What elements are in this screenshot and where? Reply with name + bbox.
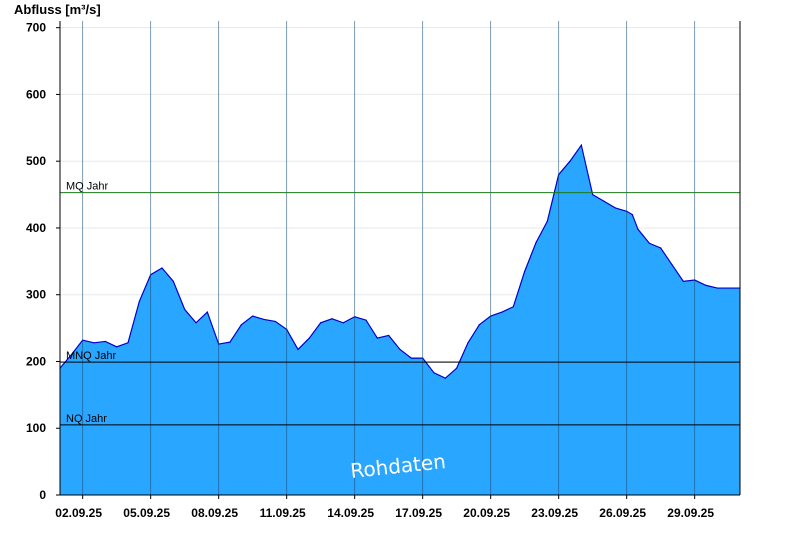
x-tick-label-0: 02.09.25 [55, 506, 102, 520]
data-point-40 [512, 306, 514, 308]
data-point-16 [240, 324, 242, 326]
y-tick-label-400: 400 [26, 221, 46, 235]
data-point-35 [456, 367, 458, 369]
data-point-17 [252, 315, 254, 317]
data-point-25 [342, 322, 344, 324]
reference-lines: MQ Jahr MNQ Jahr NQ Jahr [60, 181, 740, 426]
refline-label-1: MNQ Jahr [66, 350, 116, 362]
data-point-60 [728, 287, 730, 289]
data-point-6 [127, 342, 129, 344]
data-point-19 [274, 320, 276, 323]
data-point-51 [631, 214, 633, 216]
data-point-41 [524, 270, 526, 272]
data-point-18 [263, 318, 265, 321]
data-point-31 [410, 357, 412, 359]
data-point-58 [705, 284, 707, 286]
data-point-55 [671, 264, 673, 266]
data-point-37 [478, 324, 480, 326]
x-tick-label-1: 05.09.25 [123, 506, 170, 520]
discharge-area [59, 143, 741, 496]
x-tick-label-2: 08.09.25 [191, 506, 238, 520]
data-point-9 [161, 267, 163, 269]
data-point-11 [184, 308, 186, 311]
y-tick-label-200: 200 [26, 354, 46, 368]
data-point-23 [320, 322, 322, 324]
y-tick-labels: 0 100 200 300 400 500 600 700 [26, 21, 60, 502]
data-point-30 [399, 348, 401, 351]
discharge-series-line [59, 143, 740, 379]
data-point-43 [546, 220, 548, 222]
data-point-29 [388, 334, 390, 337]
y-axis-label: Abfluss [m³/s] [14, 2, 101, 17]
x-tick-label-3: 11.09.25 [260, 506, 306, 520]
x-tick-label-7: 23.09.25 [531, 506, 578, 520]
x-tick-label-4: 14.09.25 [327, 506, 374, 520]
data-point-47 [592, 193, 594, 196]
data-point-5 [116, 346, 118, 348]
data-point-49 [614, 207, 616, 209]
data-point-12 [195, 322, 197, 324]
data-point-4 [104, 340, 106, 343]
data-point-7 [138, 300, 140, 302]
data-point-24 [331, 318, 333, 320]
data-point-33 [433, 372, 435, 374]
y-tick-label-0: 0 [39, 488, 46, 502]
data-point-56 [682, 280, 684, 282]
y-tick-label-700: 700 [26, 21, 46, 35]
data-point-21 [297, 348, 299, 351]
data-point-34 [444, 377, 446, 379]
vertical-gridlines [82, 21, 696, 495]
refline-label-0: MQ Jahr [66, 181, 109, 193]
data-point-27 [365, 319, 367, 321]
discharge-area-fill [60, 145, 740, 496]
data-point-10 [172, 280, 174, 282]
y-tick-label-500: 500 [26, 154, 46, 168]
refline-label-2: NQ Jahr [66, 413, 107, 425]
x-tick-label-6: 20.09.25 [463, 506, 510, 520]
data-point-59 [716, 287, 718, 289]
data-point-15 [229, 341, 231, 343]
y-tick-label-300: 300 [26, 288, 46, 302]
data-point-46 [580, 144, 582, 146]
data-point-36 [467, 342, 469, 344]
data-point-22 [308, 337, 310, 339]
data-point-39 [501, 311, 503, 313]
data-point-48 [603, 200, 605, 202]
x-tick-label-8: 26.09.25 [599, 506, 646, 520]
data-point-53 [648, 242, 650, 244]
data-point-54 [660, 247, 662, 249]
data-point-3 [93, 342, 95, 344]
x-tick-labels: 02.09.25 05.09.25 08.09.25 11.09.25 14.09.25… [55, 495, 714, 520]
data-point-1 [70, 354, 72, 356]
data-point-42 [535, 242, 537, 244]
data-point-28 [376, 337, 378, 339]
y-tick-label-600: 600 [26, 87, 46, 101]
y-tick-label-100: 100 [26, 421, 46, 435]
data-point-52 [637, 228, 639, 230]
x-tick-label-5: 17.09.25 [395, 506, 442, 520]
x-tick-label-9: 29.09.25 [667, 506, 714, 520]
data-point-45 [569, 160, 571, 162]
data-point-13 [206, 311, 208, 313]
